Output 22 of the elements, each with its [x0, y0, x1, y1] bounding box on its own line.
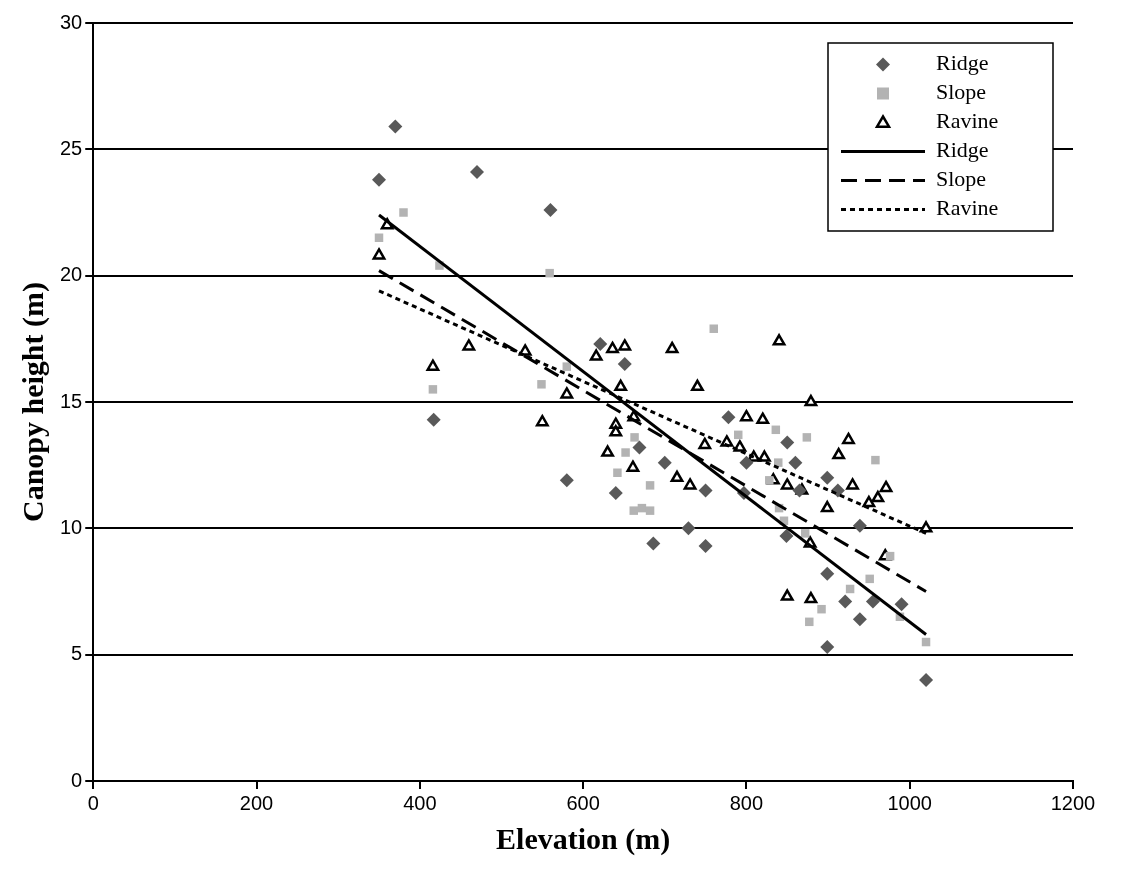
x-tick-label: 1000 [887, 791, 932, 814]
legend-label: Ridge [936, 137, 989, 163]
legend-label: Slope [936, 166, 987, 192]
y-tick-label: 30 [60, 10, 83, 33]
x-tick-label: 800 [729, 791, 764, 814]
x-tick-label: 400 [403, 791, 437, 814]
x-tick-label: 600 [566, 791, 600, 814]
y-tick-label: 0 [71, 768, 83, 791]
y-tick-label: 20 [60, 263, 83, 286]
y-tick-label: 5 [71, 642, 83, 665]
y-tick-label: 25 [60, 136, 83, 159]
y-axis-title: Canopy height (m) [15, 281, 50, 523]
y-tick-label: 10 [60, 515, 83, 538]
legend-label: Ravine [936, 108, 999, 134]
x-axis-title: Elevation (m) [496, 821, 671, 856]
legend-label: Ridge [936, 50, 989, 76]
legend-label: Ravine [936, 195, 999, 221]
x-tick-label: 200 [239, 791, 274, 814]
x-tick-label: 1200 [1050, 791, 1096, 814]
legend-label: Slope [936, 79, 987, 105]
x-tick-label: 0 [87, 791, 99, 814]
y-tick-label: 15 [60, 389, 83, 412]
